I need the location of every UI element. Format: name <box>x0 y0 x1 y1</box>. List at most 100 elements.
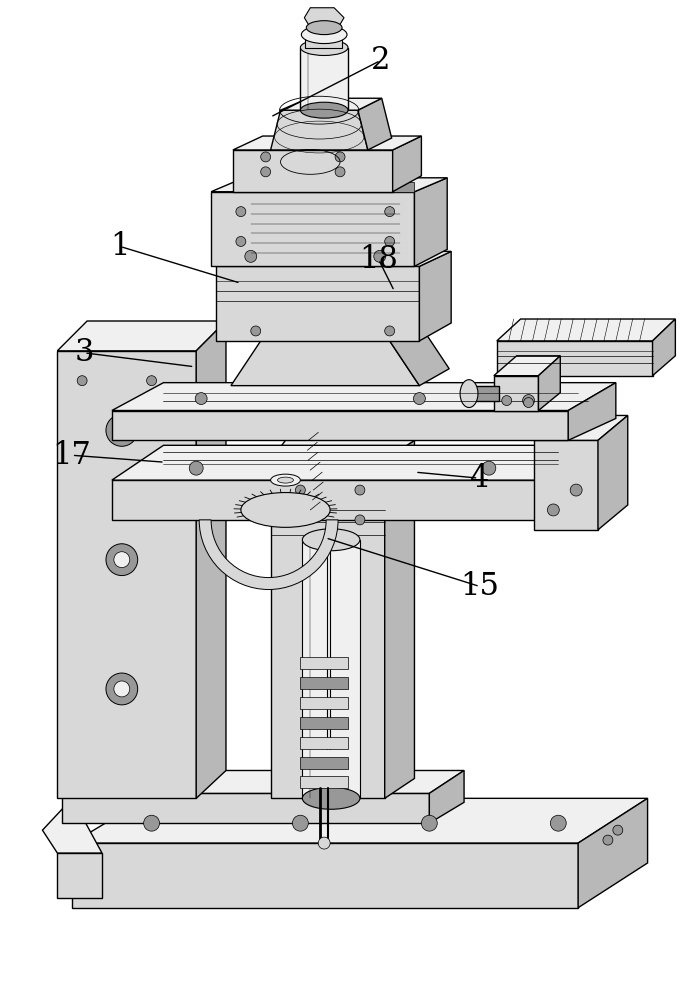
Polygon shape <box>261 321 418 341</box>
Polygon shape <box>569 445 616 520</box>
Circle shape <box>261 167 270 177</box>
Text: 15: 15 <box>460 571 500 602</box>
Text: 3: 3 <box>74 337 94 368</box>
Text: 2: 2 <box>371 45 391 76</box>
Polygon shape <box>494 376 539 410</box>
Circle shape <box>613 825 623 835</box>
Ellipse shape <box>300 40 348 55</box>
Ellipse shape <box>302 26 347 44</box>
Polygon shape <box>63 770 464 793</box>
Polygon shape <box>270 110 368 150</box>
Ellipse shape <box>241 493 330 527</box>
Polygon shape <box>112 445 616 480</box>
Circle shape <box>385 326 395 336</box>
Polygon shape <box>196 321 226 798</box>
Polygon shape <box>469 386 499 401</box>
Ellipse shape <box>306 21 342 35</box>
Polygon shape <box>578 798 648 908</box>
Polygon shape <box>393 136 421 192</box>
Circle shape <box>106 414 138 446</box>
Ellipse shape <box>270 474 300 486</box>
Circle shape <box>502 396 512 406</box>
Circle shape <box>335 152 345 162</box>
Polygon shape <box>58 853 102 898</box>
Circle shape <box>523 398 534 408</box>
Circle shape <box>318 837 330 849</box>
Circle shape <box>236 207 246 217</box>
Circle shape <box>114 422 130 438</box>
Polygon shape <box>385 440 414 798</box>
Polygon shape <box>300 697 348 709</box>
Circle shape <box>236 236 246 246</box>
Polygon shape <box>569 383 616 440</box>
Circle shape <box>147 376 156 386</box>
Polygon shape <box>42 798 102 853</box>
Polygon shape <box>112 480 569 520</box>
Polygon shape <box>534 415 628 440</box>
Polygon shape <box>281 98 382 110</box>
Polygon shape <box>497 319 676 341</box>
Circle shape <box>355 515 365 525</box>
Polygon shape <box>233 150 393 192</box>
Polygon shape <box>598 415 628 530</box>
Polygon shape <box>497 341 653 376</box>
Circle shape <box>144 815 160 831</box>
Text: 4: 4 <box>469 463 488 494</box>
Polygon shape <box>302 540 360 798</box>
Circle shape <box>195 393 207 405</box>
Polygon shape <box>216 266 419 341</box>
Polygon shape <box>300 677 348 689</box>
Circle shape <box>355 485 365 495</box>
Circle shape <box>421 815 437 831</box>
Ellipse shape <box>460 380 478 408</box>
Circle shape <box>293 815 309 831</box>
Circle shape <box>548 504 559 516</box>
Polygon shape <box>653 319 676 376</box>
Polygon shape <box>72 843 578 908</box>
Polygon shape <box>300 757 348 768</box>
Circle shape <box>189 461 203 475</box>
Polygon shape <box>390 321 449 386</box>
Polygon shape <box>304 8 344 28</box>
Polygon shape <box>270 440 414 460</box>
Text: 18: 18 <box>359 244 398 275</box>
Polygon shape <box>72 798 648 843</box>
Circle shape <box>106 544 138 576</box>
Circle shape <box>414 393 425 405</box>
Polygon shape <box>58 321 226 351</box>
Circle shape <box>603 835 613 845</box>
Polygon shape <box>231 341 419 386</box>
Circle shape <box>295 515 305 525</box>
Polygon shape <box>211 192 414 266</box>
Text: 1: 1 <box>111 231 130 262</box>
Polygon shape <box>216 251 451 266</box>
Polygon shape <box>112 383 616 410</box>
Circle shape <box>550 815 566 831</box>
Polygon shape <box>300 737 348 749</box>
Polygon shape <box>300 48 348 110</box>
Polygon shape <box>300 776 348 788</box>
Ellipse shape <box>302 529 360 551</box>
Polygon shape <box>305 35 342 48</box>
Polygon shape <box>270 460 385 798</box>
Polygon shape <box>211 178 447 192</box>
Polygon shape <box>430 770 464 823</box>
Polygon shape <box>370 182 414 192</box>
Polygon shape <box>112 410 569 440</box>
Circle shape <box>385 207 395 217</box>
Text: 17: 17 <box>52 440 91 471</box>
Ellipse shape <box>302 787 360 809</box>
Polygon shape <box>233 136 421 150</box>
Polygon shape <box>63 793 430 823</box>
Circle shape <box>385 236 395 246</box>
Circle shape <box>523 395 534 407</box>
Ellipse shape <box>300 102 348 118</box>
Circle shape <box>335 167 345 177</box>
Circle shape <box>482 461 496 475</box>
Ellipse shape <box>277 477 293 483</box>
Circle shape <box>295 485 305 495</box>
Circle shape <box>114 681 130 697</box>
Circle shape <box>77 376 87 386</box>
Wedge shape <box>199 520 338 589</box>
Circle shape <box>374 250 386 262</box>
